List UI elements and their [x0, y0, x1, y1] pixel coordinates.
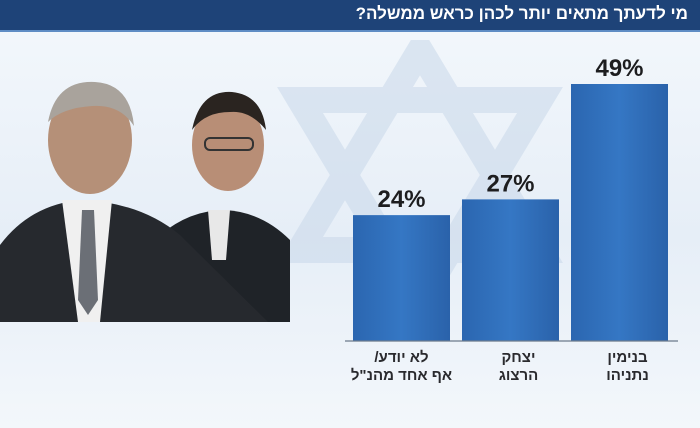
value-label-3: 49% — [595, 55, 643, 82]
category-label-2-line-2: הרצוג — [499, 367, 539, 384]
bar-1 — [353, 215, 450, 341]
bar-3 — [571, 84, 668, 341]
value-label-1: 24% — [377, 186, 425, 213]
value-label-2: 27% — [486, 170, 534, 197]
category-label-3-line-2: נתניהו — [606, 367, 649, 384]
bar-2 — [462, 199, 559, 341]
category-label-2-line-1: יצחק — [502, 349, 536, 366]
person-left-silhouette — [0, 81, 268, 322]
category-label-3-line-1: בנימין — [607, 349, 648, 366]
category-label-1-line-2: אף אחד מהנ"ל — [351, 367, 452, 384]
chart-title: מי לדעתך מתאים יותר לכהן כראש ממשלה? — [355, 4, 688, 23]
chart-header: מי לדעתך מתאים יותר לכהן כראש ממשלה? — [0, 0, 700, 32]
category-label-1-line-1: לא יודע/ — [374, 349, 428, 366]
politicians-photo — [0, 81, 290, 322]
